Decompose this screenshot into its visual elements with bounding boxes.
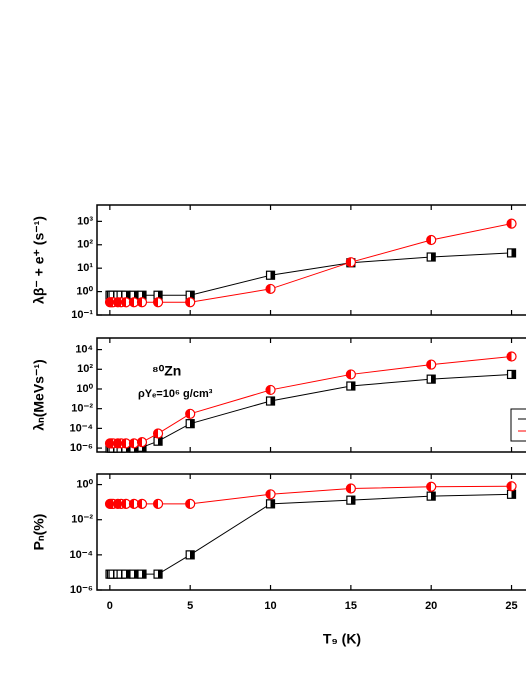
- y-tick-label: 10⁴: [75, 343, 93, 355]
- marker: [121, 569, 131, 579]
- series-line: [110, 252, 512, 296]
- legend-box: [510, 408, 526, 442]
- x-tick-label: 15: [345, 600, 357, 612]
- marker: [136, 297, 148, 308]
- y-axis-label: Pₙ(%): [31, 514, 47, 551]
- marker: [345, 257, 356, 268]
- marker: [345, 369, 356, 380]
- marker: [265, 396, 276, 406]
- annotation: ⁸⁰Zn: [152, 363, 181, 379]
- marker: [506, 481, 517, 492]
- y-tick-label: 10³: [77, 215, 93, 227]
- marker: [129, 569, 139, 579]
- y-tick-label: 10⁻⁶: [70, 584, 93, 596]
- x-tick-label: 20: [425, 600, 437, 612]
- marker: [265, 384, 276, 396]
- marker: [426, 252, 436, 262]
- marker: [153, 569, 163, 579]
- annotation: ρYₑ=10⁶ g/cm³: [138, 388, 213, 400]
- marker: [152, 297, 164, 308]
- marker: [185, 498, 196, 509]
- y-tick-label: 10²: [77, 363, 93, 375]
- x-tick-label: 25: [505, 600, 517, 612]
- marker: [346, 381, 356, 391]
- y-tick-label: 10⁻¹: [71, 309, 93, 321]
- x-axis-label: T₉ (K): [323, 631, 361, 647]
- marker: [426, 491, 436, 501]
- y-tick-label: 10¹: [77, 262, 93, 274]
- series-line: [110, 493, 512, 575]
- y-tick-label: 10⁻⁴: [70, 422, 93, 434]
- y-tick-label: 10⁻²: [71, 514, 93, 526]
- y-tick-label: 10⁻⁶: [70, 442, 93, 454]
- marker: [136, 437, 148, 448]
- marker: [506, 369, 517, 380]
- series-line: [110, 223, 512, 303]
- x-tick-label: 10: [264, 600, 276, 612]
- y-tick-label: 10⁰: [76, 383, 93, 395]
- y-tick-label: 10⁻⁴: [70, 549, 93, 561]
- y-tick-label: 10⁻²: [71, 403, 93, 415]
- marker: [426, 359, 437, 370]
- marker: [506, 248, 517, 258]
- y-tick-label: 10²: [77, 239, 93, 251]
- marker: [426, 234, 437, 246]
- series-line: [110, 485, 512, 505]
- marker: [185, 297, 196, 308]
- marker: [506, 218, 517, 229]
- marker: [265, 283, 276, 295]
- y-axis-label: λβ⁻ + e⁺ (s⁻¹): [31, 216, 47, 304]
- marker: [506, 489, 517, 499]
- y-tick-label: 10⁰: [76, 285, 93, 297]
- y-tick-label: 10⁰: [76, 478, 93, 490]
- marker: [345, 483, 356, 494]
- marker: [346, 495, 356, 505]
- marker: [152, 498, 164, 509]
- marker: [185, 550, 195, 560]
- x-tick-label: 0: [107, 600, 113, 612]
- marker: [265, 270, 276, 280]
- marker: [265, 499, 276, 509]
- series-line: [110, 373, 512, 449]
- axis-frame: [96, 337, 526, 453]
- axis-frame: [96, 204, 526, 316]
- y-axis-label: λₙ(MeVs⁻¹): [31, 359, 47, 430]
- marker: [152, 428, 164, 439]
- marker: [426, 481, 437, 492]
- marker: [265, 489, 276, 500]
- marker: [185, 419, 195, 429]
- marker: [185, 408, 196, 419]
- marker: [136, 498, 148, 509]
- axis-frame: [96, 473, 526, 591]
- marker: [506, 351, 517, 362]
- x-tick-label: 5: [187, 600, 193, 612]
- marker: [426, 374, 436, 384]
- marker: [137, 569, 147, 579]
